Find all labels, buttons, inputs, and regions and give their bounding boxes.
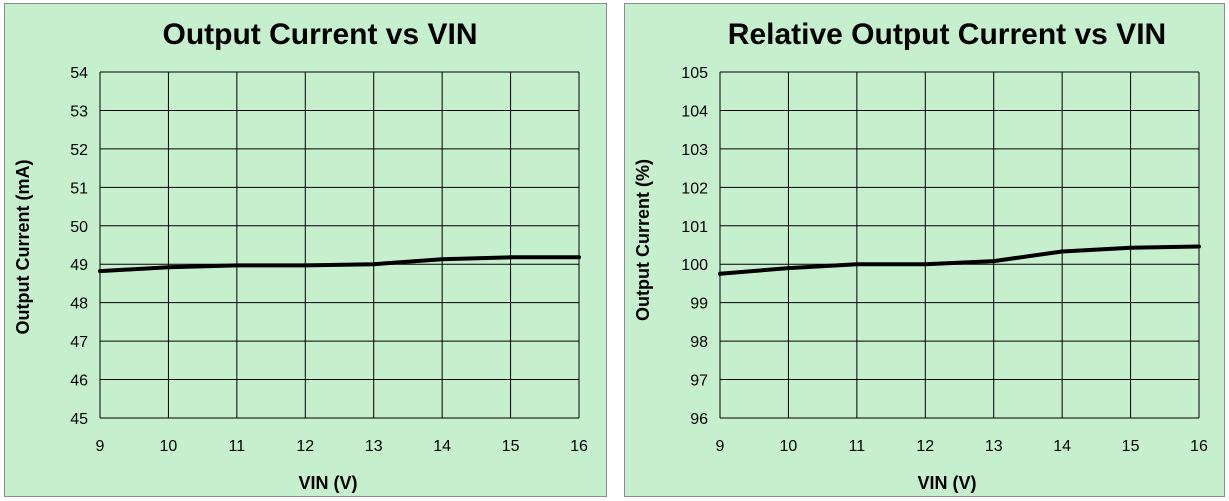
chart-title: Output Current vs VIN — [162, 18, 477, 51]
y-tick-label: 47 — [70, 334, 88, 351]
x-tick-label: 9 — [96, 438, 105, 455]
x-tick-label: 14 — [433, 438, 451, 455]
y-tick-label: 104 — [681, 103, 708, 120]
data-point — [373, 263, 375, 265]
data-point — [924, 263, 926, 265]
data-point — [787, 267, 789, 269]
y-tick-label: 49 — [70, 257, 88, 274]
x-tick-label: 13 — [985, 438, 1003, 455]
x-tick-label: 15 — [502, 438, 520, 455]
y-tick-label: 103 — [681, 142, 708, 159]
x-tick-label: 9 — [716, 438, 725, 455]
y-tick-label: 46 — [70, 373, 88, 390]
y-tick-label: 99 — [690, 296, 708, 313]
x-axis-label: VIN (V) — [298, 473, 357, 493]
y-tick-label: 101 — [681, 219, 708, 236]
y-tick-label: 96 — [690, 411, 708, 428]
y-tick-label: 48 — [70, 296, 88, 313]
chart-output-current: Output Current vs VIN 45 46 47 48 49 50 51 52 53… — [13, 18, 588, 493]
y-axis-label: Output Current (mA) — [13, 160, 33, 335]
data-point — [167, 266, 169, 268]
y-tick-label: 45 — [70, 411, 88, 428]
chart-title: Relative Output Current vs VIN — [728, 18, 1166, 51]
y-axis-label: Output Current (%) — [633, 159, 653, 321]
data-point — [856, 263, 858, 265]
x-tick-label: 12 — [296, 438, 314, 455]
data-point — [1061, 251, 1063, 253]
data-point — [441, 258, 443, 260]
series-line — [98, 255, 581, 274]
y-tick-label: 52 — [70, 142, 88, 159]
x-axis-label: VIN (V) — [917, 473, 976, 493]
y-tick-label: 100 — [681, 257, 708, 274]
y-tick-label: 54 — [70, 65, 88, 82]
x-tick-label: 11 — [229, 438, 246, 455]
data-point — [578, 256, 580, 258]
chart-relative-output-current: Relative Output Current vs VIN 96 97 98 99 1… — [633, 18, 1208, 493]
y-tick-label: 97 — [690, 373, 708, 390]
x-tick-label: 12 — [916, 438, 934, 455]
data-point — [1198, 246, 1200, 248]
plot-area — [720, 72, 1199, 418]
series-line — [718, 244, 1201, 276]
x-tick-label: 16 — [1190, 438, 1208, 455]
data-point — [993, 260, 995, 262]
data-point — [236, 264, 238, 266]
y-tick-label: 53 — [70, 103, 88, 120]
x-tick-label: 10 — [160, 438, 178, 455]
y-tick-label: 102 — [681, 180, 708, 197]
x-tick-label: 13 — [365, 438, 383, 455]
x-tick-label: 16 — [570, 438, 588, 455]
y-tick-label: 51 — [70, 180, 88, 197]
x-tick-label: 15 — [1122, 438, 1140, 455]
chart-panel-output-current: Output Current vs VIN 45 46 47 48 49 50 51 52 53… — [4, 3, 607, 497]
data-point — [99, 270, 101, 272]
data-point — [719, 273, 721, 275]
y-tick-label: 105 — [681, 65, 708, 82]
y-tick-label: 50 — [70, 219, 88, 236]
data-point — [304, 264, 306, 266]
data-point — [1130, 247, 1132, 249]
x-tick-label: 11 — [849, 438, 866, 455]
x-tick-label: 14 — [1053, 438, 1071, 455]
data-point — [510, 256, 512, 258]
plot-area — [100, 72, 579, 418]
x-tick-label: 10 — [780, 438, 798, 455]
chart-panel-relative-output-current: Relative Output Current vs VIN 96 97 98 99 1… — [624, 3, 1225, 497]
y-tick-label: 98 — [690, 334, 708, 351]
